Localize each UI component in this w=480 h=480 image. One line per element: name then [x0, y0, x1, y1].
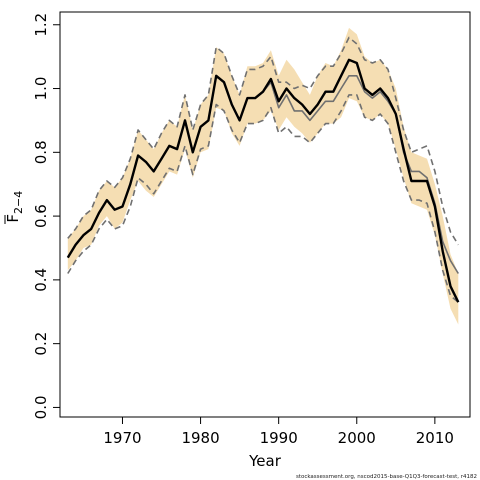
y-tick-label: 1.0: [32, 77, 50, 101]
x-tick-label: 2010: [416, 429, 454, 447]
y-axis: 0.0 0.2 0.4 0.6 0.8 1.0 1.2: [32, 13, 60, 420]
plot-frame: [59, 11, 471, 418]
series-line-estimate: [66, 58, 460, 303]
confidence-band-layer: [67, 27, 459, 325]
series-line-retrospective-dashed-upper: [67, 36, 459, 246]
x-tick-label: 1970: [103, 429, 141, 447]
x-tick-label: 1980: [181, 429, 219, 447]
y-tick-label: 0.8: [32, 140, 50, 164]
y-tick-label: 1.2: [32, 13, 50, 37]
confidence-band: [67, 27, 459, 325]
series-line-retrospective-dashed-lower: [67, 94, 459, 303]
x-tick-label: 2000: [338, 429, 376, 447]
y-tick-label: 0.0: [32, 396, 50, 420]
footer-credit: stockassessment.org, nscod2015-base-Q1Q3…: [296, 474, 477, 480]
x-axis: 1970 1980 1990 2000 2010: [103, 417, 454, 447]
y-tick-label: 0.6: [32, 204, 50, 228]
y-tick-label: 0.2: [32, 332, 50, 356]
y-axis-title-subscript: 2−4: [12, 191, 25, 214]
series-line-layer: [66, 36, 460, 303]
y-axis-title: F 2−4: [4, 191, 25, 224]
x-tick-label: 1990: [260, 429, 298, 447]
y-tick-label: 0.4: [32, 268, 50, 292]
x-axis-title: Year: [248, 452, 282, 470]
y-axis-title-main: F: [4, 214, 22, 223]
